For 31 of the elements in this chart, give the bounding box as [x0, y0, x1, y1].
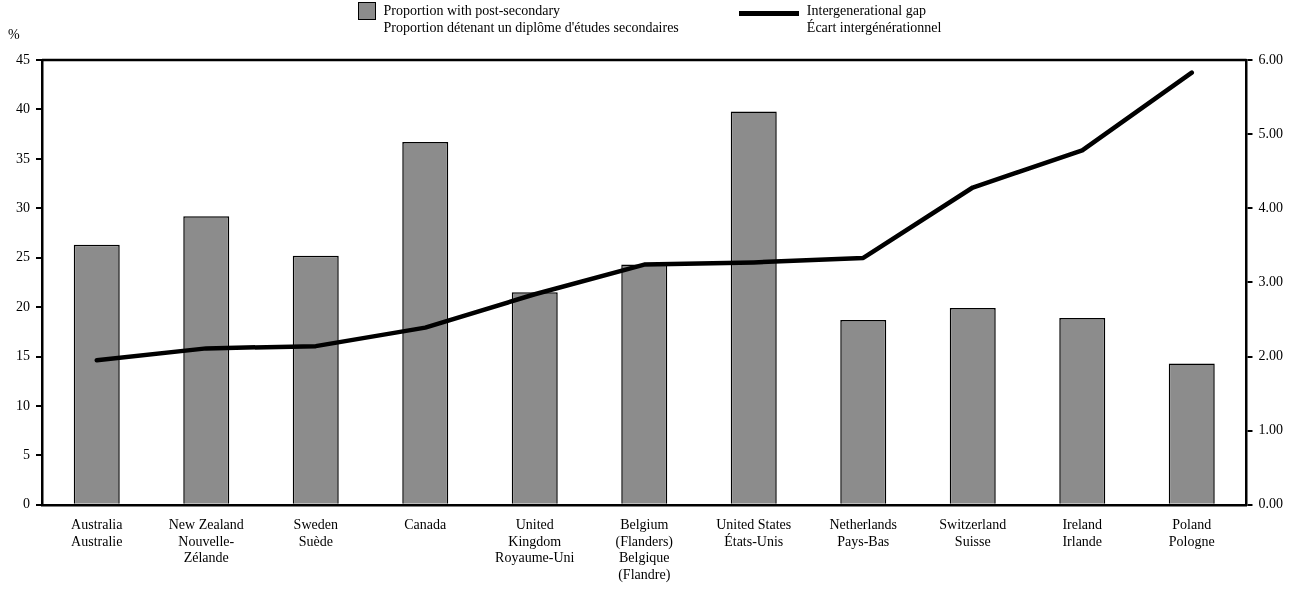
y-tick-label: 25	[16, 249, 30, 265]
x-tick-label: New Zealand Nouvelle- Zélande	[168, 516, 244, 566]
y-tick-label: 35	[16, 150, 30, 166]
x-tick-label: Poland Pologne	[1168, 516, 1215, 549]
y2-tick-label: 2.00	[1258, 348, 1283, 364]
y-tick-label: 15	[16, 348, 30, 364]
y2-tick-label: 0.00	[1258, 496, 1283, 512]
x-tick-label: Sweden Suède	[293, 516, 338, 549]
y-tick-label: 5	[23, 447, 30, 463]
y2-tick-label: 6.00	[1258, 51, 1283, 67]
x-tick-label: Switzerland Suisse	[939, 516, 1007, 549]
y-tick-label: 20	[16, 298, 30, 314]
legend-label: Proportion with post-secondary Proportion détenant un diplôme d'études secondaires	[383, 2, 679, 36]
y-axis-title: %	[8, 26, 20, 42]
legend-label: Intergenerational gap Écart intergénérationnel	[806, 2, 942, 36]
x-tick-label: Belgium (Flanders) Belgique (Flandre)	[615, 516, 674, 584]
x-tick-label: Canada	[404, 516, 448, 532]
y2-tick-label: 5.00	[1258, 125, 1283, 141]
y-tick-label: 0	[23, 496, 30, 512]
y-tick-label: 40	[16, 101, 30, 117]
y-tick-label: 10	[16, 397, 30, 413]
x-tick-label: Ireland Irlande	[1062, 516, 1103, 549]
y2-tick-label: 1.00	[1258, 422, 1283, 438]
y2-tick-label: 3.00	[1258, 274, 1283, 290]
x-tick-label: Netherlands Pays-Bas	[829, 516, 898, 549]
x-tick-label: United States États-Unis	[716, 516, 792, 549]
x-tick-label: United Kingdom Royaume-Uni	[495, 516, 575, 566]
x-tick-label: Australia Australie	[71, 516, 124, 549]
y-tick-label: 45	[16, 51, 30, 67]
y2-tick-label: 4.00	[1258, 199, 1283, 215]
y-tick-label: 30	[16, 199, 30, 215]
